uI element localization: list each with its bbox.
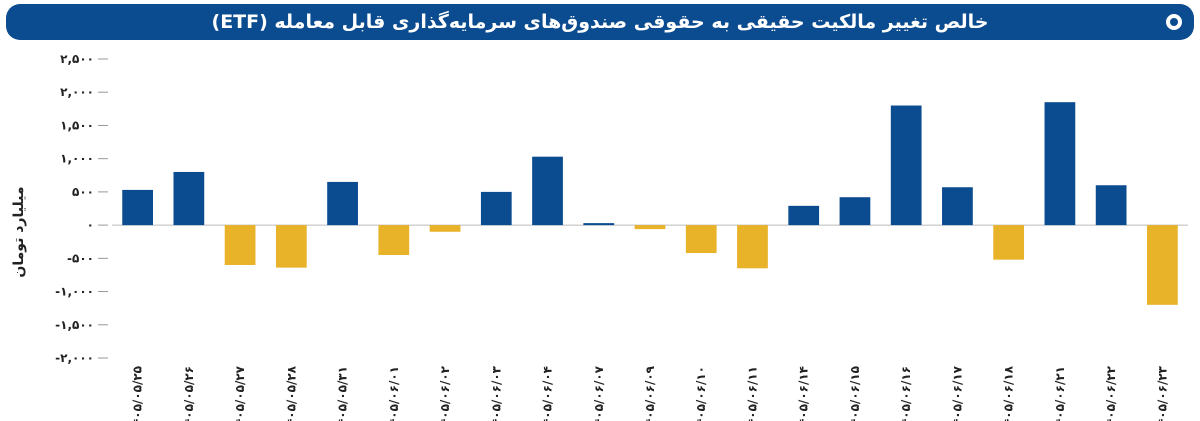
bar [327,181,358,226]
bar [275,225,307,268]
bar-series [122,102,1178,305]
bar [429,225,461,232]
x-tick-label: ۱۴۰۵/۰۶/۰۹ [643,365,657,421]
x-tick-label: ۱۴۰۵/۰۵/۲۶ [182,366,196,421]
x-tick-label: ۱۴۰۵/۰۵/۲۷ [233,365,247,421]
y-tick-label: ۲,۵۰۰ [60,52,94,66]
bar [839,197,871,226]
bar [173,171,205,226]
bar [1147,225,1178,305]
bar [634,225,666,230]
x-tick-label: ۱۴۰۵/۰۶/۰۳ [489,365,503,421]
x-tick-label: ۱۴۰۵/۰۶/۱۵ [848,366,862,421]
x-tick-label: ۱۴۰۵/۰۶/۱۰ [694,366,708,421]
x-tick-label: ۱۴۰۵/۰۵/۲۵ [131,366,145,421]
y-tick-label: ۰ [87,218,94,232]
title-bullet-icon [1166,14,1182,30]
bar [378,225,410,256]
x-tick-label: ۱۴۰۵/۰۵/۳۱ [336,366,350,421]
y-tick-label: ۱,۰۰۰ [60,152,94,166]
title-bar: خالص تغییر مالکیت حقیقی به حقوقی صندوق‌ه… [6,4,1194,40]
y-tick-label: ۱,۵۰۰ [60,118,94,132]
bar [993,225,1025,260]
bar [532,156,563,226]
bar [1095,185,1127,226]
bar [583,223,615,226]
x-tick-label: ۱۴۰۵/۰۶/۰۴ [541,366,555,421]
x-tick-label: ۱۴۰۵/۰۶/۰۱ [387,366,401,421]
y-tick-label: ۲,۰۰۰ [60,85,94,99]
x-tick-label: ۱۴۰۵/۰۶/۰۷ [592,365,606,421]
bar [737,225,768,269]
x-tick-label: ۱۴۰۵/۰۶/۲۳ [1155,365,1169,421]
x-axis: ۱۴۰۵/۰۵/۲۵ ۱۴۰۵/۰۵/۲۶ ۱۴۰۵/۰۵/۲۷ ۱۴۰۵/۰۵/۲۸… [131,365,1170,421]
bar [890,105,922,226]
x-tick-label: ۱۴۰۵/۰۶/۱۷ [950,365,964,421]
y-tick-label: ۵۰۰ [72,185,94,199]
bar [942,187,973,226]
y-tick-label: -۵۰۰ [67,251,94,265]
bar [224,225,256,265]
y-tick-label: -۱,۵۰۰ [55,318,94,332]
x-tick-label: ۱۴۰۵/۰۶/۰۲ [438,365,452,421]
x-tick-label: ۱۴۰۵/۰۶/۲۲ [1104,365,1118,421]
x-tick-label: ۱۴۰۵/۰۶/۲۱ [1053,366,1067,421]
chart-title: خالص تغییر مالکیت حقیقی به حقوقی صندوق‌ه… [211,11,989,33]
x-tick-label: ۱۴۰۵/۰۶/۱۴ [797,366,811,421]
bar [685,225,717,254]
y-tick-label: -۱,۰۰۰ [55,285,94,299]
x-tick-label: ۱۴۰۵/۰۶/۱۶ [899,366,913,421]
bar [480,191,512,226]
bar [1044,102,1076,226]
bar [788,205,820,226]
bar [122,189,153,226]
x-tick-label: ۱۴۰۵/۰۶/۱۸ [1002,365,1016,421]
x-tick-label: ۱۴۰۵/۰۵/۲۸ [284,365,298,421]
y-axis: ۲,۵۰۰ ۲,۰۰۰ ۱,۵۰۰ ۱,۰۰۰ ۵۰۰ ۰ -۵۰۰ -۱,۰۰۰ -۱,۵۰۰… [55,52,108,365]
y-tick-label: -۲,۰۰۰ [55,351,94,365]
x-tick-label: ۱۴۰۵/۰۶/۱۱ [745,366,759,421]
